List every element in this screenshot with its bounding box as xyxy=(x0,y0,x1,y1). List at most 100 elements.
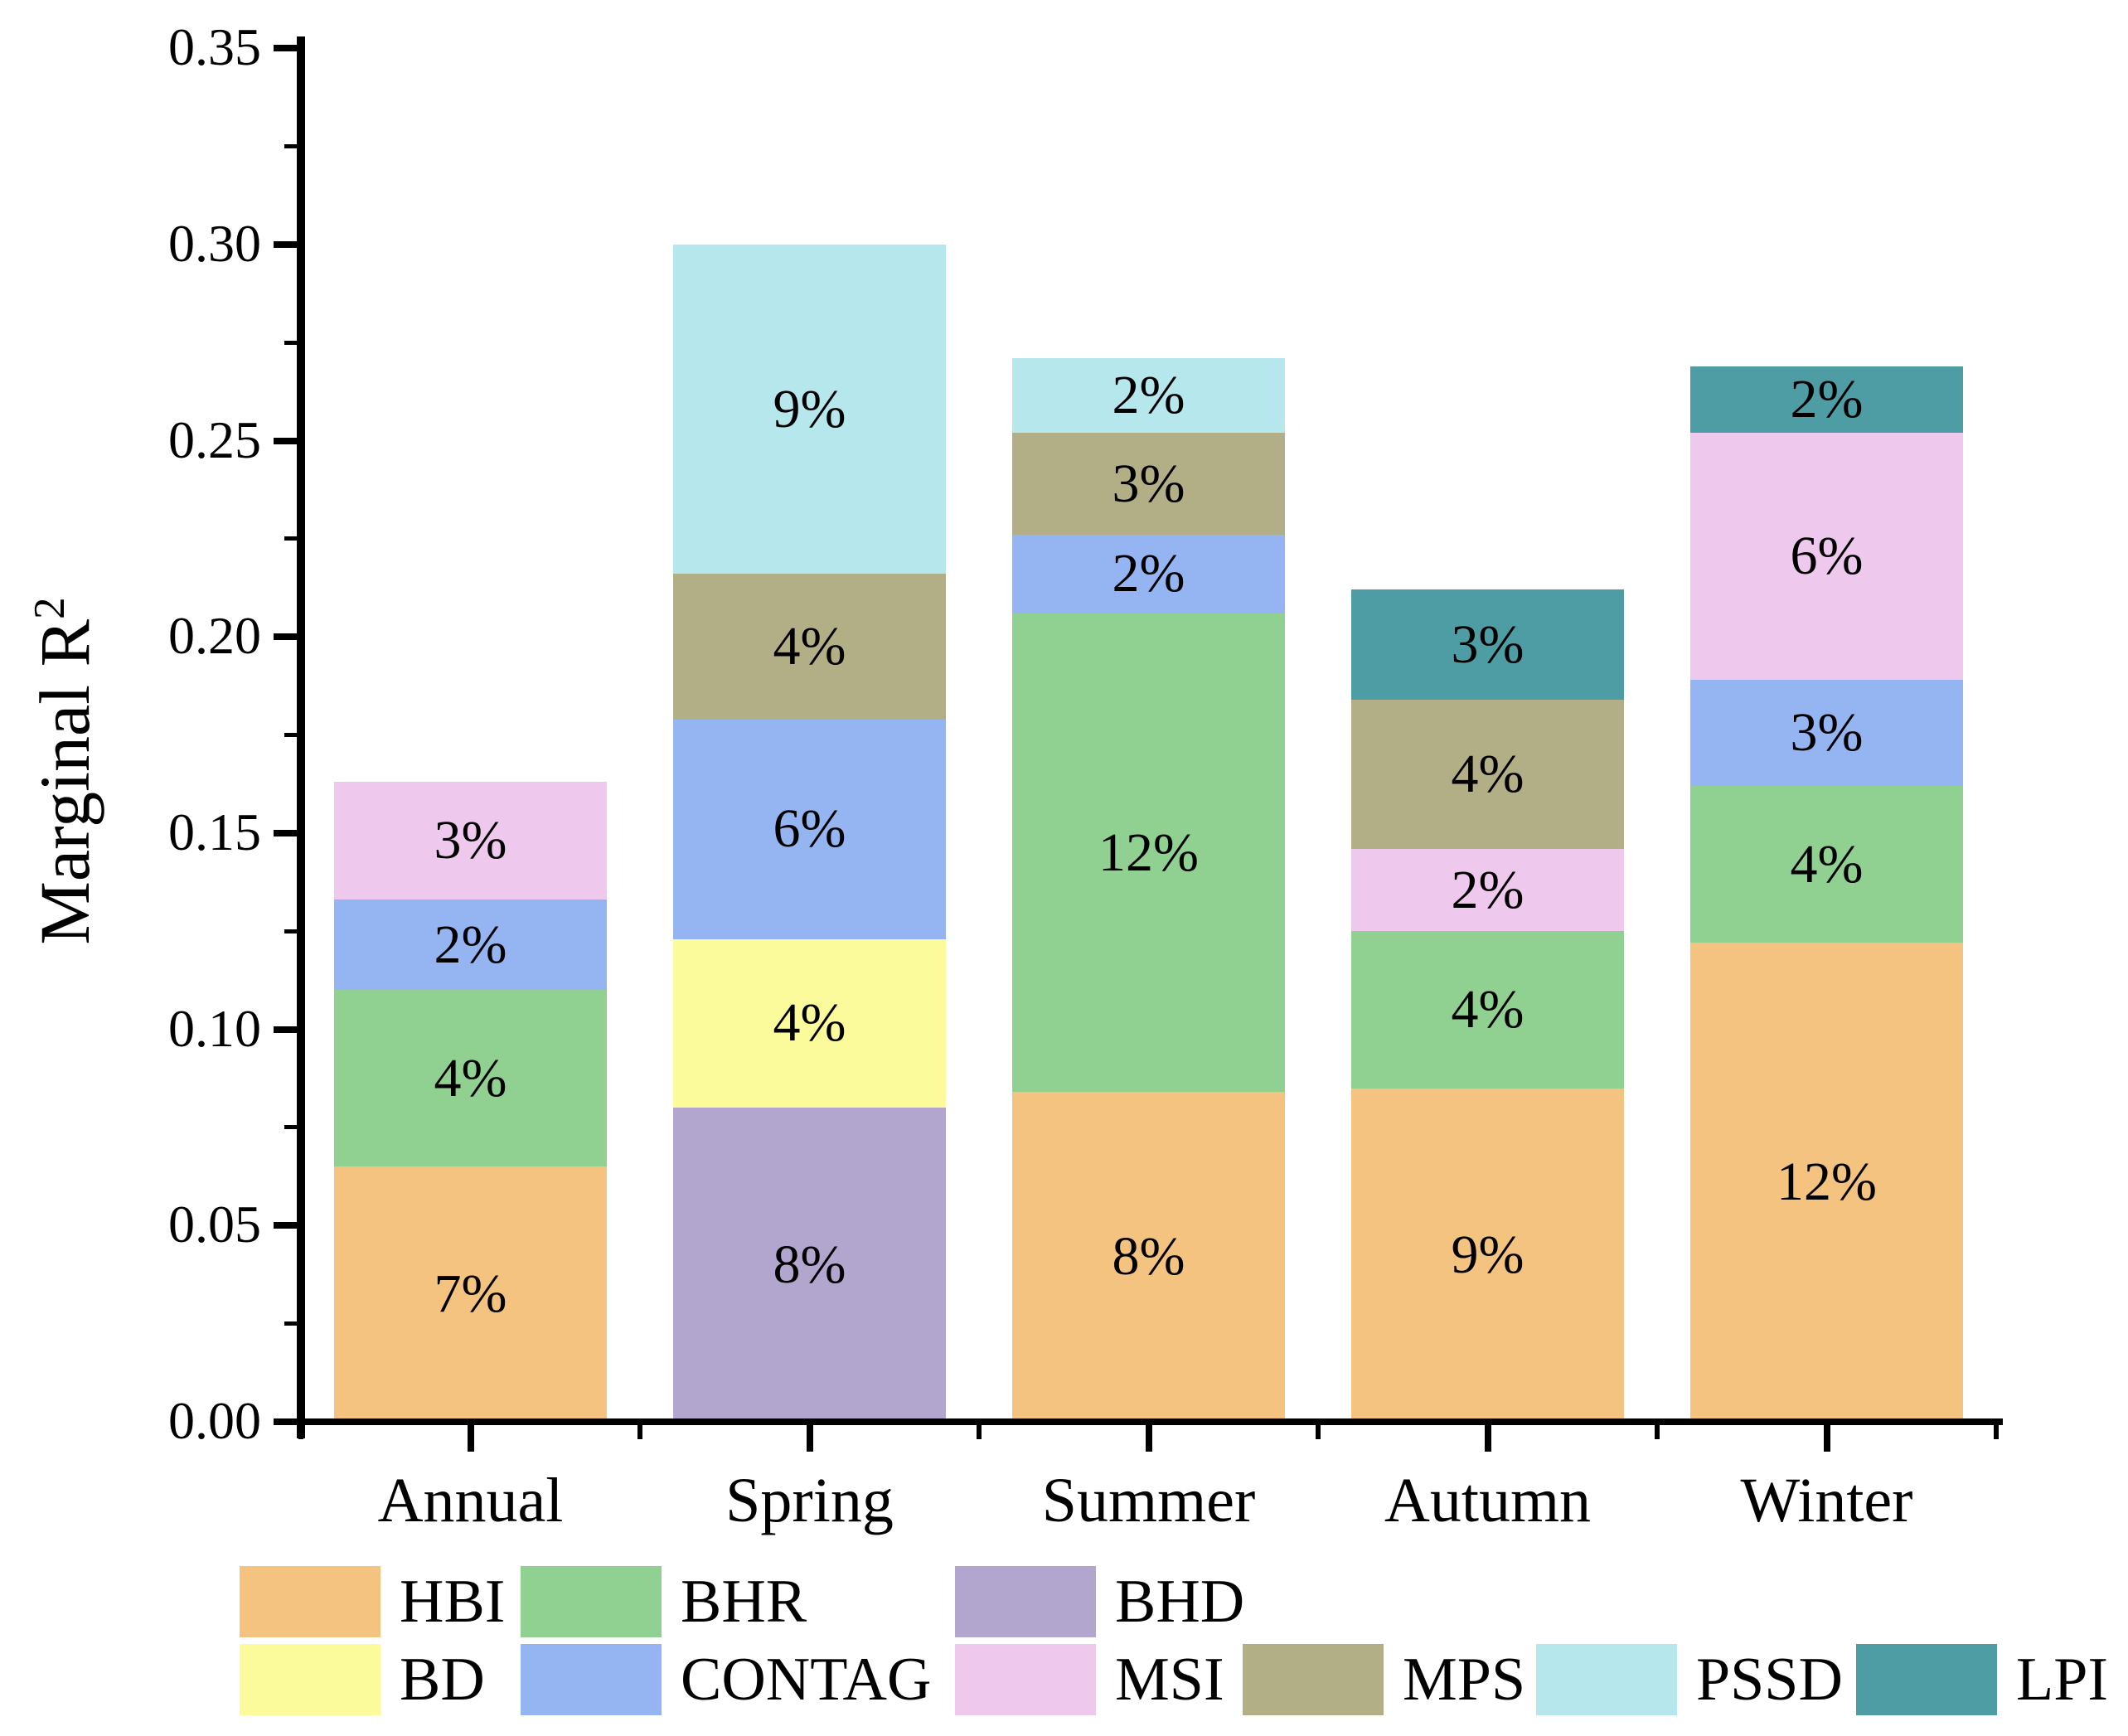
segment-value-label: 2% xyxy=(1112,543,1185,604)
bar-segment-spring-bd: 4% xyxy=(673,938,946,1108)
legend-label-mps: MPS xyxy=(1403,1646,1526,1714)
segment-value-label: 2% xyxy=(434,914,507,975)
bar-segment-autumn-bhr: 4% xyxy=(1351,931,1624,1089)
bar-segment-summer-mps: 3% xyxy=(1012,433,1285,536)
x-axis-spine xyxy=(297,1418,2003,1425)
bar-segment-autumn-mps: 4% xyxy=(1351,699,1624,849)
bar-segment-autumn-lpi: 3% xyxy=(1351,589,1624,700)
y-tick-label: 0.05 xyxy=(168,1195,261,1254)
segment-value-label: 2% xyxy=(1451,859,1525,920)
bar-segment-annual-contag: 2% xyxy=(334,900,607,991)
x-major-tick xyxy=(1823,1425,1830,1452)
x-major-tick xyxy=(806,1425,813,1452)
segment-value-label: 8% xyxy=(773,1234,846,1295)
segment-value-label: 3% xyxy=(434,810,507,871)
y-tick-label: 0.00 xyxy=(168,1391,261,1450)
legend-label-contag: CONTAG xyxy=(681,1646,932,1714)
legend-label-bhd: BHD xyxy=(1115,1568,1245,1636)
segment-value-label: 6% xyxy=(1790,526,1864,587)
segment-value-label: 4% xyxy=(1451,743,1525,804)
x-minor-tick xyxy=(1655,1425,1660,1439)
legend-label-bhr: BHR xyxy=(681,1568,807,1636)
legend-swatch-pssd xyxy=(1536,1644,1677,1715)
segment-value-label: 3% xyxy=(1112,453,1185,514)
bar-segment-spring-mps: 4% xyxy=(673,574,946,720)
bar-segment-spring-pssd: 9% xyxy=(673,244,946,575)
segment-value-label: 9% xyxy=(1451,1224,1525,1285)
legend-swatch-msi xyxy=(955,1644,1096,1715)
y-tick-label: 0.10 xyxy=(168,998,261,1058)
y-minor-tick xyxy=(284,340,297,345)
y-axis-spine xyxy=(297,36,305,1438)
segment-value-label: 4% xyxy=(773,616,846,677)
y-major-tick xyxy=(274,1222,297,1229)
bar-segment-summer-hbi: 8% xyxy=(1012,1092,1285,1422)
bar-segment-summer-pssd: 2% xyxy=(1012,358,1285,434)
bar-segment-annual-msi: 3% xyxy=(334,782,607,900)
segment-value-label: 12% xyxy=(1098,822,1199,883)
segment-value-label: 4% xyxy=(1790,833,1864,895)
segment-value-label: 7% xyxy=(434,1263,507,1325)
segment-value-label: 12% xyxy=(1777,1152,1877,1213)
legend-swatch-bhr xyxy=(521,1566,662,1637)
legend-label-bd: BD xyxy=(400,1646,485,1714)
y-tick-label: 0.30 xyxy=(168,213,261,273)
x-major-tick xyxy=(467,1425,474,1452)
segment-value-label: 2% xyxy=(1112,365,1185,426)
legend-label-msi: MSI xyxy=(1115,1646,1224,1714)
segment-value-label: 3% xyxy=(1790,702,1864,764)
y-axis-title-text: Marginal R xyxy=(24,619,104,945)
bar-segment-winter-msi: 6% xyxy=(1690,433,1963,681)
y-major-tick xyxy=(274,437,297,444)
y-major-tick xyxy=(274,829,297,836)
y-minor-tick xyxy=(284,733,297,738)
legend-swatch-mps xyxy=(1243,1644,1384,1715)
x-minor-tick xyxy=(977,1425,982,1439)
legend-label-pssd: PSSD xyxy=(1696,1646,1843,1714)
segment-value-label: 9% xyxy=(773,378,846,439)
x-category-label-winter: Winter xyxy=(1740,1466,1913,1535)
y-tick-label: 0.15 xyxy=(168,802,261,861)
bar-segment-spring-contag: 6% xyxy=(673,719,946,939)
bar-segment-annual-hbi: 7% xyxy=(334,1166,607,1422)
bar-segment-winter-contag: 3% xyxy=(1690,680,1963,787)
bar-segment-summer-contag: 2% xyxy=(1012,535,1285,613)
x-minor-tick xyxy=(298,1425,303,1439)
bar-segment-autumn-hbi: 9% xyxy=(1351,1088,1624,1422)
x-minor-tick xyxy=(1316,1425,1321,1439)
x-category-label-spring: Spring xyxy=(725,1466,894,1535)
x-category-label-autumn: Autumn xyxy=(1384,1466,1592,1535)
x-minor-tick xyxy=(1994,1425,1999,1439)
segment-value-label: 8% xyxy=(1112,1226,1185,1287)
x-major-tick xyxy=(1484,1425,1491,1452)
segment-value-label: 3% xyxy=(1451,613,1525,675)
bar-segment-annual-bhr: 4% xyxy=(334,990,607,1167)
legend-swatch-contag xyxy=(521,1644,662,1715)
legend-swatch-lpi xyxy=(1856,1644,1997,1715)
bar-segment-winter-lpi: 2% xyxy=(1690,366,1963,434)
segment-value-label: 4% xyxy=(773,992,846,1054)
segment-value-label: 4% xyxy=(434,1047,507,1108)
y-minor-tick xyxy=(284,1321,297,1326)
y-major-tick xyxy=(274,240,297,248)
y-major-tick xyxy=(274,1026,297,1033)
y-major-tick xyxy=(274,633,297,641)
bar-segment-winter-hbi: 12% xyxy=(1690,943,1963,1422)
bar-segment-summer-bhr: 12% xyxy=(1012,613,1285,1093)
segment-value-label: 6% xyxy=(773,798,846,860)
segment-value-label: 4% xyxy=(1451,978,1525,1040)
y-minor-tick xyxy=(284,536,297,541)
segment-value-label: 2% xyxy=(1790,368,1864,429)
y-tick-label: 0.25 xyxy=(168,410,261,469)
x-category-label-summer: Summer xyxy=(1041,1466,1256,1535)
y-tick-label: 0.20 xyxy=(168,606,261,666)
bar-segment-spring-bhd: 8% xyxy=(673,1108,946,1422)
legend-label-hbi: HBI xyxy=(400,1568,506,1636)
legend-label-lpi: LPI xyxy=(2016,1646,2108,1714)
y-major-tick xyxy=(274,45,297,52)
y-minor-tick xyxy=(284,929,297,933)
y-axis-title-superscript: 2 xyxy=(24,597,75,620)
y-major-tick xyxy=(274,1418,297,1425)
legend-swatch-bd xyxy=(240,1644,381,1715)
